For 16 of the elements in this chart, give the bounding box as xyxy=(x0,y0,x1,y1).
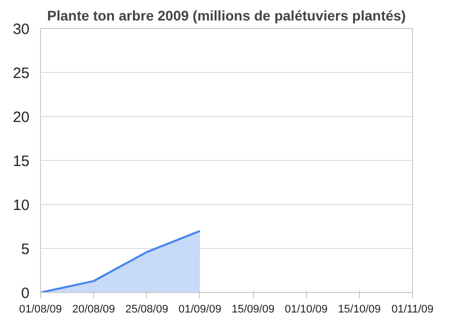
x-tick-label: 01/09/09 xyxy=(178,304,222,316)
y-tick-label: 15 xyxy=(12,153,30,170)
y-tick-label: 30 xyxy=(12,21,30,38)
chart-title: Plante ton arbre 2009 (millions de palétuviers plantés) xyxy=(47,8,406,24)
y-tick-label: 5 xyxy=(21,241,30,258)
y-tick-label: 25 xyxy=(12,65,30,82)
x-tick-label: 01/08/09 xyxy=(19,304,62,316)
x-tick-label: 01/11/09 xyxy=(392,304,434,316)
y-tick-label: 10 xyxy=(12,197,30,214)
x-tick-label: 15/09/09 xyxy=(232,304,274,316)
x-tick-label: 01/10/09 xyxy=(284,304,328,316)
y-tick-label: 0 xyxy=(21,285,30,302)
y-tick-label: 20 xyxy=(12,109,30,126)
x-tick-label: 20/08/09 xyxy=(72,304,116,316)
x-tick-label: 15/10/09 xyxy=(338,304,381,316)
x-tick-label: 25/08/09 xyxy=(125,304,168,316)
